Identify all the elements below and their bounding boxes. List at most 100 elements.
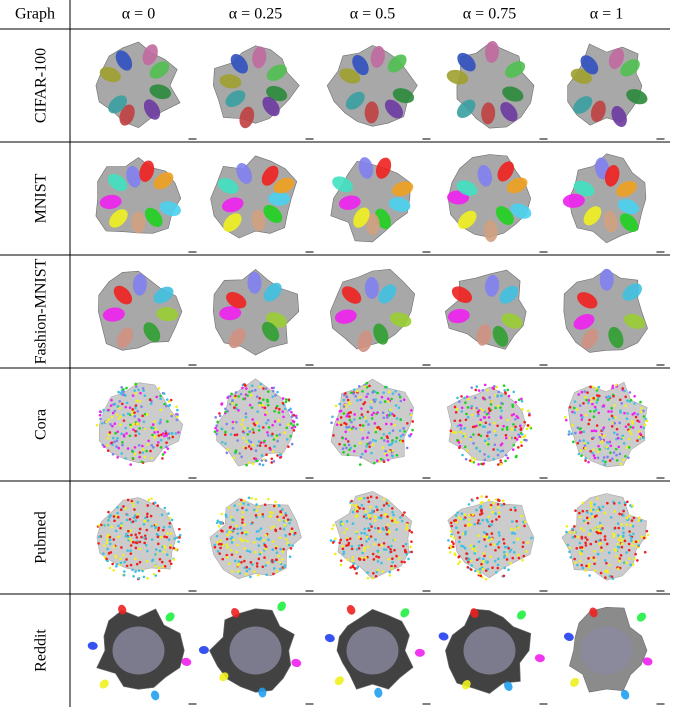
node-dot (457, 563, 460, 566)
graph-drawing (568, 44, 650, 129)
node-dot (348, 426, 351, 429)
node-dot (608, 551, 611, 554)
node-dot (370, 525, 373, 528)
node-dot (579, 542, 582, 545)
node-dot (492, 502, 495, 505)
node-dot (632, 563, 635, 566)
node-dot (491, 511, 494, 514)
node-dot (371, 577, 374, 580)
node-dot (396, 454, 399, 457)
node-dot (636, 419, 639, 422)
node-dot (146, 504, 149, 507)
node-dot (227, 448, 230, 451)
node-dot (278, 519, 281, 522)
node-dot (396, 521, 399, 524)
node-dot (483, 398, 486, 401)
node-dot (387, 523, 390, 526)
node-dot (587, 557, 590, 560)
node-dot (369, 523, 372, 526)
node-dot (617, 522, 620, 525)
cluster (164, 611, 177, 624)
node-dot (366, 443, 369, 446)
node-dot (279, 456, 282, 459)
node-dot (347, 558, 350, 561)
node-dot (113, 545, 116, 548)
node-dot (629, 524, 632, 527)
node-dot (393, 424, 396, 427)
node-dot (279, 561, 282, 564)
node-dot (483, 535, 486, 538)
node-dot (144, 520, 147, 523)
graph-body (96, 42, 180, 128)
node-dot (167, 512, 170, 515)
node-dot (216, 541, 219, 544)
node-dot (388, 450, 391, 453)
node-dot (620, 438, 623, 441)
node-dot (521, 408, 524, 411)
node-dot (638, 516, 641, 519)
node-dot (376, 550, 379, 553)
node-dot (594, 515, 597, 518)
node-dot (374, 538, 377, 541)
node-dot (450, 430, 453, 433)
node-dot (273, 410, 276, 413)
node-dot (236, 439, 239, 442)
graph-body (335, 491, 412, 579)
node-dot (621, 546, 624, 549)
node-dot (176, 419, 179, 422)
node-dot (458, 536, 461, 539)
node-dot (499, 459, 502, 462)
node-dot (168, 525, 171, 528)
node-dot (361, 552, 364, 555)
node-dot (454, 406, 457, 409)
node-dot (111, 425, 114, 428)
node-dot (587, 442, 590, 445)
node-dot (613, 422, 616, 425)
node-dot (513, 541, 516, 544)
node-dot (643, 426, 646, 429)
node-dot (406, 447, 409, 450)
node-dot (338, 403, 341, 406)
cluster (98, 678, 111, 691)
node-dot (151, 559, 154, 562)
node-dot (140, 536, 143, 539)
node-dot (465, 418, 468, 421)
node-dot (375, 496, 378, 499)
node-dot (159, 419, 162, 422)
node-dot (215, 433, 218, 436)
node-dot (374, 527, 377, 530)
node-dot (575, 547, 578, 550)
node-dot (124, 394, 127, 397)
node-dot (529, 426, 532, 429)
node-dot (145, 450, 148, 453)
node-dot (266, 431, 269, 434)
node-dot (376, 459, 379, 462)
node-dot (358, 507, 361, 510)
node-dot (276, 391, 279, 394)
node-dot (615, 448, 618, 451)
node-dot (509, 562, 512, 565)
node-dot (493, 430, 496, 433)
node-dot (377, 569, 380, 572)
node-dot (392, 514, 395, 517)
node-dot (150, 402, 153, 405)
node-dot (497, 499, 500, 502)
node-dot (447, 539, 450, 542)
node-dot (141, 570, 144, 573)
node-dot (398, 393, 401, 396)
graph-drawing (564, 269, 648, 353)
node-dot (335, 405, 338, 408)
node-dot (169, 522, 172, 525)
node-dot (157, 543, 160, 546)
node-dot (370, 406, 373, 409)
node-dot (135, 516, 138, 519)
node-dot (251, 563, 254, 566)
graph-drawing (330, 155, 416, 241)
node-dot (490, 400, 493, 403)
node-dot (622, 534, 625, 537)
node-dot (378, 544, 381, 547)
node-dot (254, 551, 257, 554)
node-dot (346, 520, 349, 523)
node-dot (363, 549, 366, 552)
node-dot (637, 519, 640, 522)
